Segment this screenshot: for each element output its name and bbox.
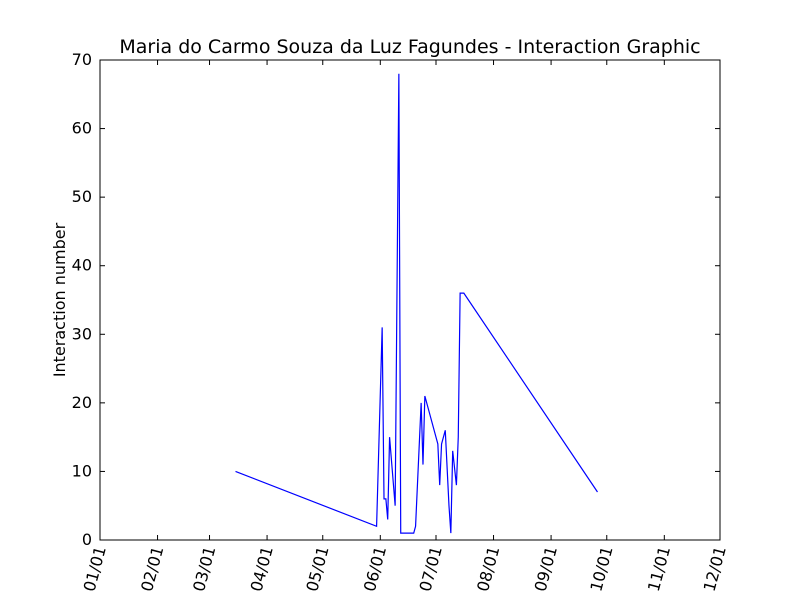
x-tick-label: 02/01: [137, 544, 167, 593]
x-tick-label: 12/01: [700, 544, 730, 593]
x-tick-label: 04/01: [247, 544, 277, 593]
x-tick-label: 05/01: [302, 544, 332, 593]
y-tick-label: 30: [72, 324, 92, 343]
y-tick-label: 70: [72, 50, 92, 69]
y-tick-label: 10: [72, 461, 92, 480]
x-tick-label: 08/01: [473, 544, 503, 593]
plot-frame: [99, 59, 721, 541]
x-tick-label: 01/01: [80, 544, 110, 593]
y-tick-label: 40: [72, 256, 92, 275]
plot-area: 0 10 20 30 40 50 60 70 01/01 02/01 03/01 04/01 05/01…: [72, 50, 730, 594]
x-tick-label: 10/01: [586, 544, 616, 593]
series-line: [235, 73, 598, 534]
y-tick-label: 0: [82, 530, 92, 549]
x-tick-label: 03/01: [189, 544, 219, 593]
y-axis-label: Interaction number: [50, 222, 69, 377]
y-tick-label: 60: [72, 119, 92, 138]
y-tick-label: 50: [72, 187, 92, 206]
x-tick-label: 07/01: [416, 544, 446, 593]
x-tick-label: 09/01: [531, 544, 561, 593]
x-tick-label: 06/01: [360, 544, 390, 593]
y-tick-label: 20: [72, 393, 92, 412]
chart-title: Maria do Carmo Souza da Luz Fagundes - I…: [119, 36, 700, 58]
x-tick-label: 11/01: [644, 544, 674, 593]
